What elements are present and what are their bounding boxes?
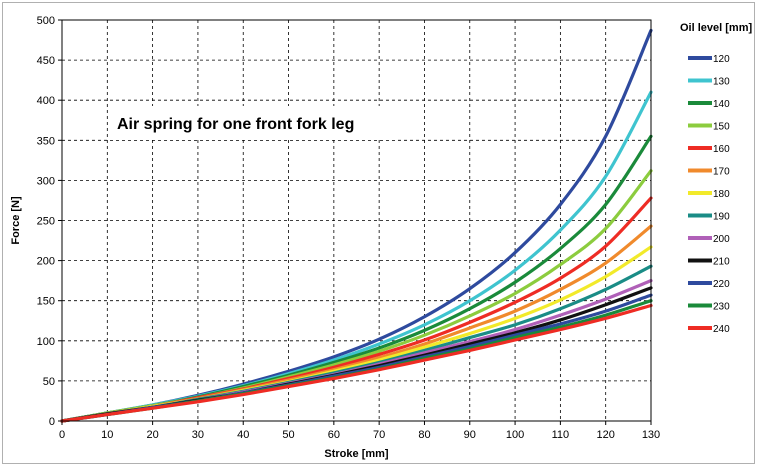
series-lines [60, 28, 653, 423]
x-tick-label: 100 [506, 429, 524, 441]
annotation-background [110, 106, 398, 140]
x-tick-label: 130 [642, 429, 660, 441]
x-tick-label: 30 [192, 429, 204, 441]
legend-label-190: 190 [713, 212, 730, 223]
y-tick-label: 500 [37, 15, 55, 27]
legend-label-160: 160 [713, 144, 730, 155]
legend-label-180: 180 [713, 189, 730, 200]
y-tick-label: 150 [37, 296, 55, 308]
y-tick-label: 350 [37, 135, 55, 147]
legend-label-210: 210 [713, 257, 730, 268]
legend-label-240: 240 [713, 324, 730, 335]
legend-label-230: 230 [713, 302, 730, 313]
y-tick-label: 100 [37, 336, 55, 348]
legend-label-120: 120 [713, 54, 730, 65]
x-tick-label: 50 [282, 429, 294, 441]
x-tick-label: 60 [328, 429, 340, 441]
y-tick-label: 300 [37, 175, 55, 187]
legend-label-220: 220 [713, 279, 730, 290]
legend-label-200: 200 [713, 234, 730, 245]
x-tick-label: 120 [597, 429, 615, 441]
legend-label-140: 140 [713, 99, 730, 110]
x-tick-label: 40 [237, 429, 249, 441]
x-tick-label: 70 [373, 429, 385, 441]
ticks: 0 10 20 30 40 50 60 70 80 90 100 110 120 130 0 50 100 150… [37, 15, 661, 441]
x-tick-label: 90 [464, 429, 476, 441]
x-axis-label: Stroke [mm] [324, 448, 389, 460]
x-tick-label: 20 [146, 429, 158, 441]
chart-annotation: Air spring for one front fork leg [117, 116, 354, 133]
y-tick-label: 400 [37, 95, 55, 107]
y-tick-label: 50 [43, 376, 55, 388]
x-tick-label: 10 [101, 429, 113, 441]
x-tick-label: 80 [418, 429, 430, 441]
legend-label-130: 130 [713, 77, 730, 88]
legend-label-150: 150 [713, 122, 730, 133]
legend-title: Oil level [mm] [680, 22, 752, 34]
legend-label-170: 170 [713, 167, 730, 178]
y-axis-label: Force [N] [10, 196, 22, 245]
y-tick-label: 200 [37, 256, 55, 268]
legend: Oil level [mm] 120 130 140 150 160 170 180 190 20… [680, 22, 752, 335]
series-line-240 [60, 303, 653, 423]
y-tick-label: 450 [37, 55, 55, 67]
y-tick-label: 250 [37, 216, 55, 228]
y-tick-label: 0 [49, 416, 55, 428]
x-tick-label: 110 [552, 429, 570, 441]
x-tick-label: 0 [59, 429, 65, 441]
